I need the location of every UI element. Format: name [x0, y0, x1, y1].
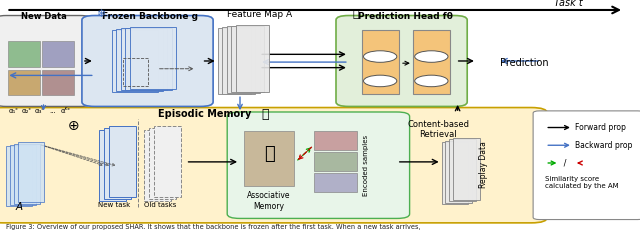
FancyBboxPatch shape	[0, 15, 93, 106]
Bar	[10, 145, 36, 205]
Bar	[445, 141, 472, 203]
Text: ⊕: ⊕	[68, 119, 79, 133]
Text: αᴷᶜ: αᴷᶜ	[60, 108, 70, 114]
FancyBboxPatch shape	[227, 112, 410, 219]
FancyBboxPatch shape	[82, 15, 213, 106]
Text: Similarity score
calculated by the AM: Similarity score calculated by the AM	[545, 176, 619, 189]
Bar	[314, 131, 357, 150]
Text: Feature Map A: Feature Map A	[227, 10, 292, 19]
Bar	[104, 128, 131, 199]
Text: ❄: ❄	[97, 9, 106, 19]
Bar	[144, 130, 171, 201]
FancyBboxPatch shape	[533, 111, 640, 219]
Bar	[442, 142, 468, 204]
Bar	[14, 144, 40, 204]
Text: /: /	[561, 158, 566, 167]
FancyBboxPatch shape	[336, 15, 467, 106]
Bar	[218, 28, 251, 94]
Bar	[227, 27, 260, 93]
Circle shape	[415, 51, 448, 62]
Bar	[130, 27, 176, 89]
Bar	[413, 30, 450, 94]
Text: α₃ᶜ: α₃ᶜ	[35, 108, 45, 114]
Text: Old tasks: Old tasks	[144, 202, 176, 208]
Bar	[362, 30, 399, 94]
Bar	[314, 152, 357, 171]
Text: Figure 3: Overview of our proposed SHAR. It shows that the backbone is frozen af: Figure 3: Overview of our proposed SHAR.…	[6, 224, 421, 230]
Text: Prediction Head fθ: Prediction Head fθ	[358, 12, 452, 21]
Bar	[8, 41, 40, 67]
Bar	[149, 128, 176, 199]
Text: α₂ᶜ: α₂ᶜ	[22, 108, 32, 114]
Bar	[42, 70, 74, 95]
Text: A: A	[15, 202, 23, 212]
Bar	[231, 26, 264, 92]
Text: Episodic Memory: Episodic Memory	[158, 109, 252, 119]
Bar	[244, 131, 294, 186]
Text: ...: ...	[49, 108, 56, 114]
Bar	[121, 28, 167, 91]
Bar	[154, 126, 181, 197]
Circle shape	[415, 75, 448, 87]
Text: 🔍: 🔍	[262, 108, 269, 121]
Bar	[125, 28, 172, 90]
Text: Backward prop: Backward prop	[575, 141, 633, 150]
Bar	[314, 173, 357, 192]
Text: Replay Data: Replay Data	[479, 141, 488, 188]
Circle shape	[364, 75, 397, 87]
Bar	[42, 41, 74, 67]
Text: Prediction: Prediction	[500, 58, 549, 68]
Circle shape	[364, 51, 397, 62]
Text: Frozen Backbone g: Frozen Backbone g	[102, 12, 198, 21]
Bar	[112, 30, 158, 92]
Text: α₁ᶜ: α₁ᶜ	[9, 108, 19, 114]
Text: 🐕: 🐕	[264, 145, 275, 163]
Text: Encoded samples: Encoded samples	[363, 135, 369, 196]
Text: Task t: Task t	[554, 0, 582, 8]
Text: Content-based
Retrieval: Content-based Retrieval	[408, 120, 469, 140]
Text: Forward prop: Forward prop	[575, 123, 626, 132]
Text: New Data: New Data	[20, 12, 67, 21]
Text: New task: New task	[98, 202, 130, 208]
Bar	[123, 58, 148, 86]
Bar	[99, 130, 126, 201]
Bar	[116, 29, 163, 91]
Bar	[236, 25, 269, 92]
Bar	[222, 27, 255, 94]
Text: Associative
Memory: Associative Memory	[247, 191, 291, 211]
Bar	[8, 70, 40, 95]
FancyBboxPatch shape	[0, 108, 547, 223]
Bar	[109, 126, 136, 197]
Text: 🔥: 🔥	[353, 9, 359, 19]
Bar	[449, 139, 476, 201]
Bar	[6, 146, 32, 206]
Bar	[453, 138, 480, 200]
Bar	[18, 142, 44, 202]
